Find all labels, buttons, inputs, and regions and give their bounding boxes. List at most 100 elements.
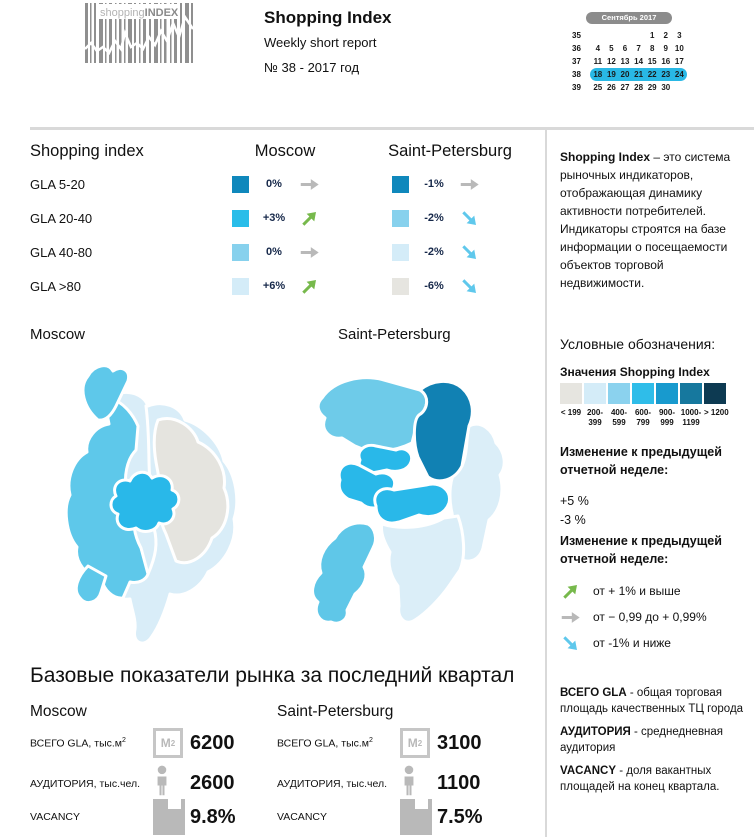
index-change-value: 0% — [266, 246, 282, 258]
definition-gla: ВСЕГО GLA - общая торговая площадь качес… — [560, 686, 744, 717]
up-arrow-icon — [556, 576, 586, 606]
table-row: GLA 5-20 0% -1% — [30, 167, 535, 201]
scale-swatch — [656, 383, 678, 404]
definition-term: ВСЕГО GLA — [560, 687, 627, 699]
scale-swatch — [560, 383, 582, 404]
calendar-week-row: 37 11 12 13 14 15 16 17 — [572, 55, 698, 68]
scale-range-label: > 1200 — [704, 408, 729, 417]
vacancy-stat-label: VACANCY — [30, 811, 80, 823]
trend-arrow-icon — [455, 203, 485, 233]
calendar-day: 28 — [634, 83, 644, 92]
index-table-header: Shopping index Moscow Saint-Petersburg — [30, 142, 535, 161]
gla-stat-label: ВСЕГО GLA, тыс.м2 — [277, 736, 373, 750]
table-row: GLA 40-80 0% -2% — [30, 235, 535, 269]
report-title: Shopping Index — [264, 8, 392, 27]
week-number: 38 — [572, 70, 581, 79]
trend-arrow-icon — [299, 174, 320, 195]
change-value-negative: -3 % — [560, 513, 586, 527]
down-arrow-icon — [556, 628, 586, 658]
calendar-week-row: 35 1 2 3 — [572, 29, 698, 42]
city-name: Moscow — [30, 703, 87, 720]
week-number: 36 — [572, 44, 581, 53]
week-days: 25 26 27 28 29 30 — [590, 81, 687, 94]
calendar-month-pill: Сентябрь 2017 — [586, 12, 672, 24]
about-term: Shopping Index — [560, 150, 650, 164]
audience-stat-row: АУДИТОРИЯ, тыс.чел. 2600 — [30, 765, 280, 802]
trend-legend-item: от -1% и ниже — [560, 630, 744, 656]
spb-cell: -2% — [365, 208, 535, 229]
vacancy-stat-row: VACANCY 7.5% — [277, 796, 527, 835]
trend-arrow-icon — [455, 237, 485, 267]
calendar-day: 2 — [663, 31, 668, 40]
scale-swatch — [680, 383, 702, 404]
definition-term: АУДИТОРИЯ — [560, 726, 631, 739]
definitions-block: ВСЕГО GLA - общая торговая площадь качес… — [560, 686, 744, 803]
calendar-day — [618, 29, 632, 42]
definition-audience: АУДИТОРИЯ - среднедневная аудитория — [560, 725, 744, 756]
audience-value: 1100 — [437, 772, 481, 794]
index-table-title: Shopping index — [30, 142, 144, 160]
index-table: Shopping index Moscow Saint-Petersburg G… — [30, 142, 535, 303]
spb-cell: -2% — [365, 242, 535, 263]
calendar-day: 10 — [674, 44, 684, 53]
scale-swatch — [608, 383, 630, 404]
gla-value: 3100 — [437, 731, 482, 754]
logo-word-bold: INDEX — [145, 7, 179, 19]
spb-districts-map — [311, 376, 506, 625]
calendar-day: 6 — [622, 44, 628, 53]
calendar-day: 15 — [647, 57, 657, 66]
gla-range-label: GLA 5-20 — [30, 176, 85, 192]
audience-stat-row: АУДИТОРИЯ, тыс.чел. 1100 — [277, 765, 527, 802]
week-number: 39 — [572, 83, 581, 92]
scale-swatch — [584, 383, 606, 404]
index-color-square — [392, 209, 409, 227]
change-value-positive: +5 % — [560, 494, 589, 508]
calendar-day: 24 — [674, 70, 684, 79]
week-days: 11 12 13 14 15 16 17 — [590, 55, 687, 68]
svg-text:shoppingINDEX: shoppingINDEX — [100, 7, 179, 19]
calendar-day: 3 — [677, 31, 682, 40]
index-color-square — [392, 175, 409, 193]
vacancy-icon — [400, 796, 432, 835]
trend-legend-item: от + 1% и выше — [560, 578, 744, 604]
index-color-square — [392, 243, 409, 261]
calendar-day: 23 — [661, 70, 671, 79]
calendar-day: 17 — [674, 57, 684, 66]
index-change-value: +3% — [262, 212, 286, 224]
moscow-cell: 0% — [205, 174, 365, 195]
trend-legend-block: Изменение к предыдущей отчетной неделе: … — [560, 533, 744, 656]
definition-text: - среднедневная аудитория — [560, 726, 724, 754]
legend-title: Условные обозначения: — [560, 336, 716, 352]
person-icon — [400, 765, 437, 802]
index-change-value: -1% — [424, 178, 444, 190]
calendar-day — [605, 29, 619, 42]
about-description: – это система рыночных индикаторов, отоб… — [560, 150, 731, 290]
index-color-scale: < 199 200- 399 400- 599 600- 799 900- 99… — [560, 383, 744, 429]
index-change-value: -2% — [424, 212, 444, 224]
vacancy-value: 7.5% — [437, 805, 483, 828]
vacancy-icon — [153, 796, 185, 835]
change-values-block: Изменение к предыдущей отчетной неделе: … — [560, 444, 744, 530]
calendar-day: 7 — [636, 44, 641, 53]
audience-stat-label: АУДИТОРИЯ, тыс.чел. — [277, 777, 388, 790]
index-color-square — [232, 243, 249, 261]
vacancy-stat-label: VACANCY — [277, 811, 327, 823]
calendar-day: 21 — [634, 70, 644, 79]
spb-cell: -1% — [365, 174, 535, 195]
trend-arrow-icon — [295, 203, 325, 233]
barcode-logo-graphic: shoppingINDEX — [84, 3, 195, 63]
base-stats-title: Базовые показатели рынка за последний кв… — [30, 664, 515, 687]
calendar-day: 18 — [593, 70, 603, 79]
moscow-cell: 0% — [205, 242, 365, 263]
audience-stat-label: АУДИТОРИЯ, тыс.чел. — [30, 777, 141, 790]
calendar-week-row: 39 25 26 27 28 29 30 — [572, 81, 698, 94]
index-color-square — [232, 175, 249, 193]
calendar-day: 22 — [647, 70, 657, 79]
calendar-day: 5 — [609, 44, 614, 53]
scale-step: < 199 — [560, 383, 582, 429]
